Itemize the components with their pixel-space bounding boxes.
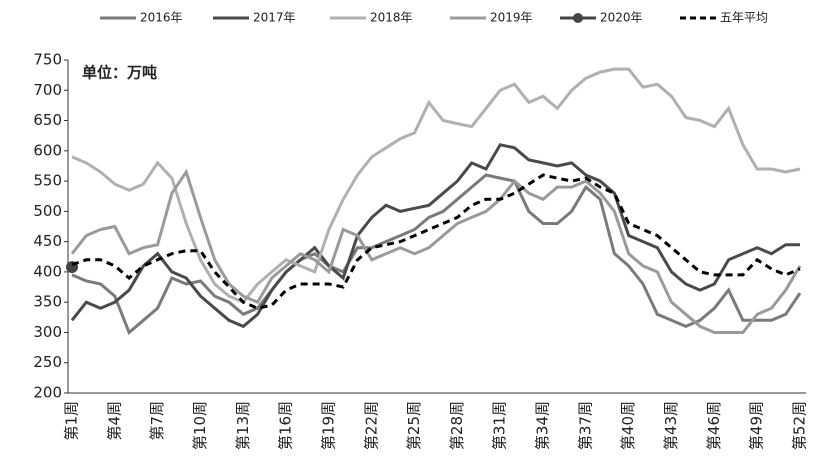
y-tick-label: 350 <box>33 293 62 311</box>
x-tick-label: 第28周 <box>448 401 466 450</box>
x-tick-label: 第31周 <box>491 401 509 450</box>
y-tick-label: 600 <box>33 141 62 159</box>
legend-marker <box>573 13 583 23</box>
series-line <box>71 173 801 310</box>
x-tick-label: 第40周 <box>619 401 637 450</box>
x-tick-label: 第52周 <box>791 401 809 450</box>
x-tick-label: 第10周 <box>191 401 209 450</box>
legend-label: 2017年 <box>253 11 296 25</box>
x-tick-label: 第25周 <box>405 401 423 450</box>
legend-label: 2020年 <box>600 11 643 25</box>
x-tick-label: 第13周 <box>234 401 252 450</box>
y-tick-label: 200 <box>33 384 62 402</box>
x-tick-label: 第1周 <box>63 401 81 441</box>
x-tick-label: 第4周 <box>105 401 123 441</box>
legend-label: 五年平均 <box>720 11 768 25</box>
legend-label: 2018年 <box>370 11 413 25</box>
y-tick-label: 500 <box>33 202 62 220</box>
y-tick-label: 650 <box>33 111 62 129</box>
series-line <box>70 143 800 329</box>
x-tick-label: 第19周 <box>319 401 337 450</box>
y-tick-label: 550 <box>33 172 62 190</box>
series-line <box>70 168 802 334</box>
y-tick-label: 400 <box>33 262 62 280</box>
series-line <box>71 173 802 336</box>
x-tick-label: 第46周 <box>705 401 723 450</box>
y-tick-label: 450 <box>33 232 62 250</box>
x-tick-label: 第43周 <box>662 401 680 450</box>
legend-label: 2019年 <box>490 11 533 25</box>
x-tick-label: 第16周 <box>277 401 295 450</box>
unit-annotation: 单位：万吨 <box>82 64 157 82</box>
x-tick-label: 第37周 <box>576 401 594 450</box>
y-tick-label: 250 <box>33 353 62 371</box>
x-tick-label: 第7周 <box>148 401 166 441</box>
y-tick-label: 300 <box>33 323 62 341</box>
x-tick-label: 第22周 <box>362 401 380 450</box>
series-line <box>71 67 801 305</box>
y-tick-label: 750 <box>33 51 62 69</box>
y-tick-label: 700 <box>33 81 62 99</box>
legend-label: 2016年 <box>140 11 183 25</box>
x-tick-label: 第34周 <box>534 401 552 450</box>
x-tick-label: 第49周 <box>748 401 766 450</box>
